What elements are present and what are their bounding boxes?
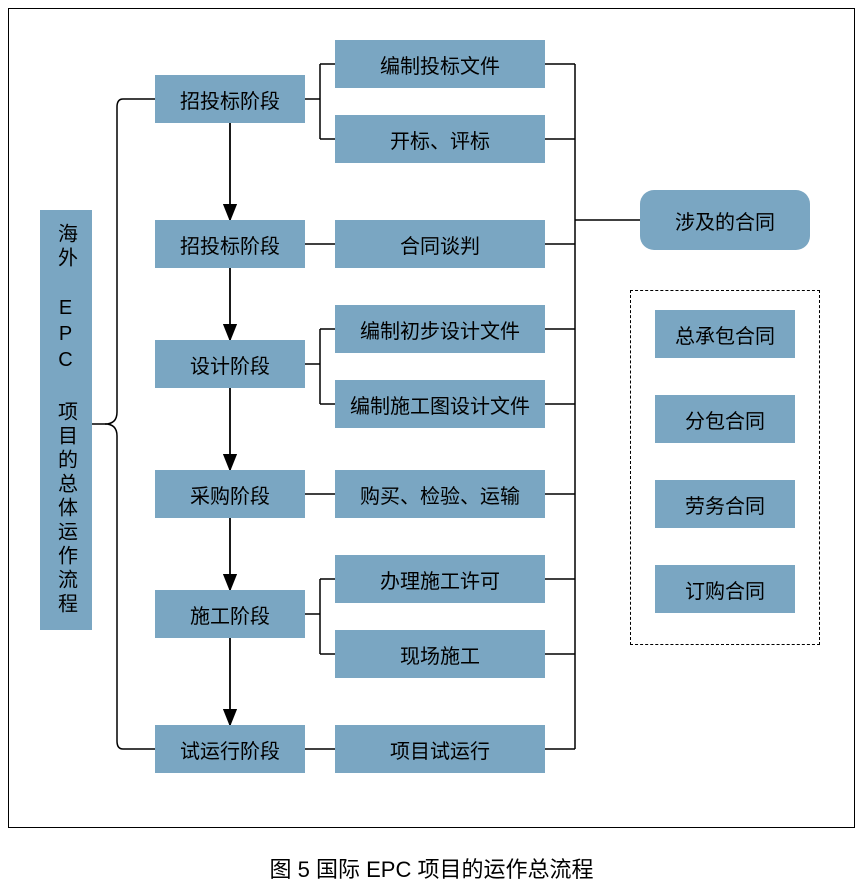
substep-box-1: 编制投标文件 bbox=[335, 40, 545, 88]
substep-box-3: 合同谈判 bbox=[335, 220, 545, 268]
root-process-box: 海外 EPC 项目的总体运作流程 bbox=[40, 210, 92, 630]
legend-item-2: 分包合同 bbox=[655, 395, 795, 443]
substep-box-8: 现场施工 bbox=[335, 630, 545, 678]
legend-item-1: 总承包合同 bbox=[655, 310, 795, 358]
legend-item-4: 订购合同 bbox=[655, 565, 795, 613]
legend-item-3: 劳务合同 bbox=[655, 480, 795, 528]
substep-box-9: 项目试运行 bbox=[335, 725, 545, 773]
substep-box-5: 编制施工图设计文件 bbox=[335, 380, 545, 428]
legend-header: 涉及的合同 bbox=[640, 190, 810, 250]
figure-caption: 图 5 国际 EPC 项目的运作总流程 bbox=[0, 852, 863, 884]
stage-box-2: 招投标阶段 bbox=[155, 220, 305, 268]
stage-box-6: 试运行阶段 bbox=[155, 725, 305, 773]
stage-box-1: 招投标阶段 bbox=[155, 75, 305, 123]
substep-box-2: 开标、评标 bbox=[335, 115, 545, 163]
stage-box-5: 施工阶段 bbox=[155, 590, 305, 638]
substep-box-6: 购买、检验、运输 bbox=[335, 470, 545, 518]
substep-box-4: 编制初步设计文件 bbox=[335, 305, 545, 353]
stage-box-3: 设计阶段 bbox=[155, 340, 305, 388]
substep-box-7: 办理施工许可 bbox=[335, 555, 545, 603]
stage-box-4: 采购阶段 bbox=[155, 470, 305, 518]
